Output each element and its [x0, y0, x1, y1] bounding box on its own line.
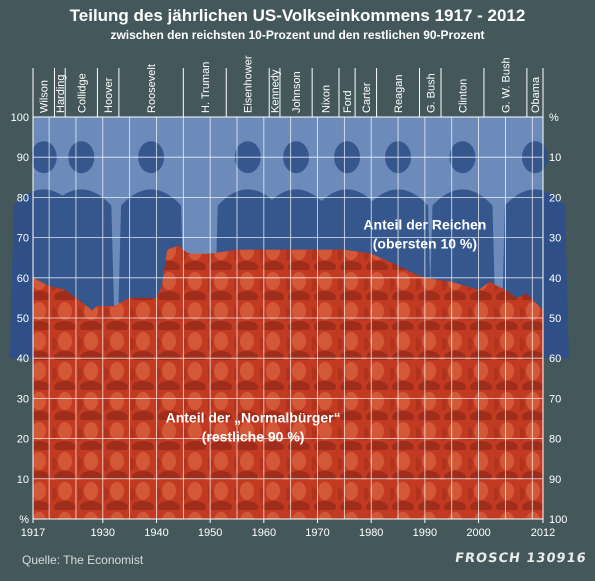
y-axis-left: 100 90 80 70 60 50 40 30 20 10% — [11, 112, 30, 526]
x-tick-label: 1940 — [144, 527, 168, 539]
y-tick-label-right: 10 — [549, 152, 561, 164]
y-tick-label-left: 90 — [17, 152, 29, 164]
x-tick-label: 2000 — [466, 527, 490, 539]
y-tick-label-right: % — [549, 112, 559, 124]
president-label: Kennedy — [270, 69, 282, 113]
y-tick-label-right: 100 — [549, 514, 567, 526]
x-tick-label: 2012 — [531, 527, 555, 539]
x-tick-label: 1990 — [413, 527, 437, 539]
data-point — [413, 272, 415, 275]
y-tick-label-right: 90 — [549, 474, 561, 486]
president-label: Ford — [342, 90, 354, 113]
data-point — [515, 297, 517, 299]
x-tick-label: 1960 — [252, 527, 276, 539]
annotation-rest: (restliche 90 %) — [202, 429, 305, 445]
artist-signature: FROSCH 130916 — [453, 551, 588, 566]
plot-border — [32, 116, 544, 520]
president-label: Harding — [55, 74, 67, 113]
x-tick-label: 1930 — [91, 527, 115, 539]
y-tick-label-left: 100 — [11, 112, 29, 124]
annotations: Anteil der Reichen (obersten 10 %) Anteil … — [166, 217, 487, 445]
y-tick-label-left: 60 — [17, 273, 29, 285]
y-tick-label-right: 40 — [549, 273, 561, 285]
annotation-rest: Anteil der „Normalbürger“ — [166, 410, 341, 426]
x-tick-label: 1950 — [198, 527, 222, 539]
annotation-rich: (obersten 10 %) — [373, 236, 477, 252]
x-tick-label: 1917 — [21, 527, 45, 539]
data-point — [526, 293, 528, 295]
president-bands: Wilson Harding Collidge Hoover Roosevelt H. T… — [32, 55, 544, 117]
y-tick-label-right: 60 — [549, 353, 561, 365]
y-tick-label-left: 50 — [17, 313, 29, 325]
data-point — [177, 244, 179, 247]
data-point — [166, 248, 169, 251]
president-label: Clinton — [457, 79, 469, 113]
data-point — [96, 305, 99, 307]
president-label: Roosevelt — [146, 64, 158, 113]
data-point — [64, 289, 67, 291]
y-tick-label-right: 20 — [549, 192, 561, 204]
y-tick-label-right: 80 — [549, 434, 561, 446]
president-label: H. Truman — [200, 62, 212, 113]
data-point — [161, 285, 163, 287]
y-tick-label-left: 40 — [17, 353, 29, 365]
president-label: G. Bush — [425, 73, 437, 113]
y-tick-label-right: 30 — [549, 233, 561, 245]
source-note: Quelle: The Economist — [22, 553, 144, 567]
x-axis: 1917 1930 1940 1950 1960 1970 1980 1990 2000 2012 — [21, 519, 555, 539]
data-point — [91, 309, 93, 311]
president-label: Eisenhower — [243, 55, 255, 113]
y-tick-label-left: 80 — [17, 192, 29, 204]
president-label: Carter — [361, 82, 373, 113]
y-tick-label-left: 20 — [17, 434, 29, 446]
president-label: Collidge — [76, 73, 88, 113]
y-tick-label-left: 30 — [17, 393, 29, 405]
data-point — [80, 301, 83, 303]
data-point — [187, 252, 190, 255]
y-tick-label-left: % — [19, 514, 29, 526]
data-point — [112, 305, 115, 307]
president-label: Wilson — [39, 80, 51, 113]
president-label: Reagan — [393, 74, 405, 113]
x-tick-label: 1980 — [359, 527, 383, 539]
president-label: G. W. Bush — [500, 57, 512, 113]
data-point — [488, 281, 491, 283]
y-tick-label-left: 10 — [17, 474, 29, 486]
y-tick-label-right: 50 — [549, 313, 561, 325]
series-rest-area — [33, 245, 543, 519]
annotation-rich: Anteil der Reichen — [363, 217, 486, 233]
y-tick-label-right: 70 — [549, 393, 561, 405]
president-label: Johnson — [291, 71, 303, 113]
president-label: Hoover — [103, 77, 115, 113]
president-label: Obama — [530, 76, 542, 113]
y-tick-label-left: 70 — [17, 233, 29, 245]
x-tick-label: 1970 — [305, 527, 329, 539]
chart-subtitle: zwischen den reichsten 10-Prozent und de… — [110, 28, 485, 42]
chart-title: Teilung des jährlichen US-Volkseinkommen… — [69, 6, 526, 25]
y-axis-right: % 10 20 30 40 50 60 70 80 90 100 — [549, 112, 567, 526]
series-rich-area — [33, 117, 543, 310]
president-label: Nixon — [321, 85, 333, 113]
data-point — [144, 297, 147, 299]
